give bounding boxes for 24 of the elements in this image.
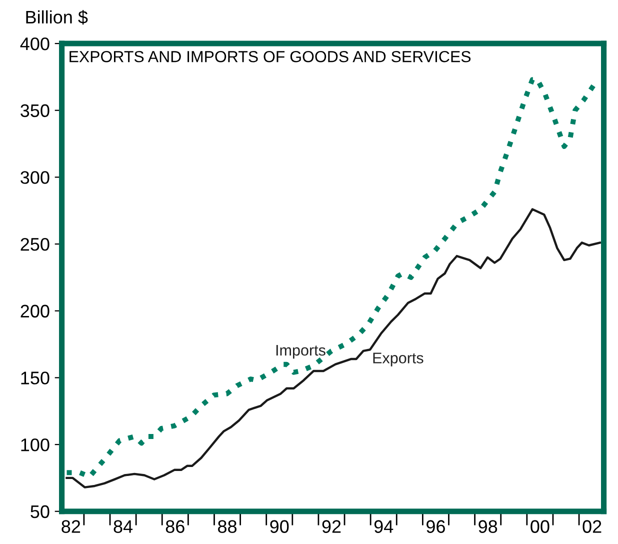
y-tick-label: 100 [21,438,50,452]
y-axis-title: Billion $ [26,10,88,25]
chart-title: EXPORTS AND IMPORTS OF GOODS AND SERVICES [70,50,471,62]
series-label: Imports [276,345,326,359]
y-tick-label: 350 [20,104,50,118]
x-tick-label: 90 [270,520,289,533]
x-tick-label: 88 [218,520,237,533]
x-tick-label: 02 [582,520,602,533]
line-series [66,208,601,488]
x-tick-label: 92 [322,520,341,533]
x-tick-label: 84 [114,520,133,533]
y-tick-label: 400 [20,37,50,50]
y-tick-label: 50 [30,505,50,518]
y-tick-label: 200 [20,304,50,318]
x-tick-label: 86 [166,520,184,533]
y-tick-label: 150 [21,372,50,384]
y-tick-label: 250 [20,238,50,251]
x-tick-label: 00 [530,520,550,533]
x-tick-label: 82 [62,520,80,533]
y-tick-label: 300 [20,171,50,184]
x-tick-label: 96 [426,520,445,533]
series-label: Exports [373,352,424,366]
x-tick-label: 98 [478,520,498,533]
x-tick-label: 94 [374,520,394,533]
